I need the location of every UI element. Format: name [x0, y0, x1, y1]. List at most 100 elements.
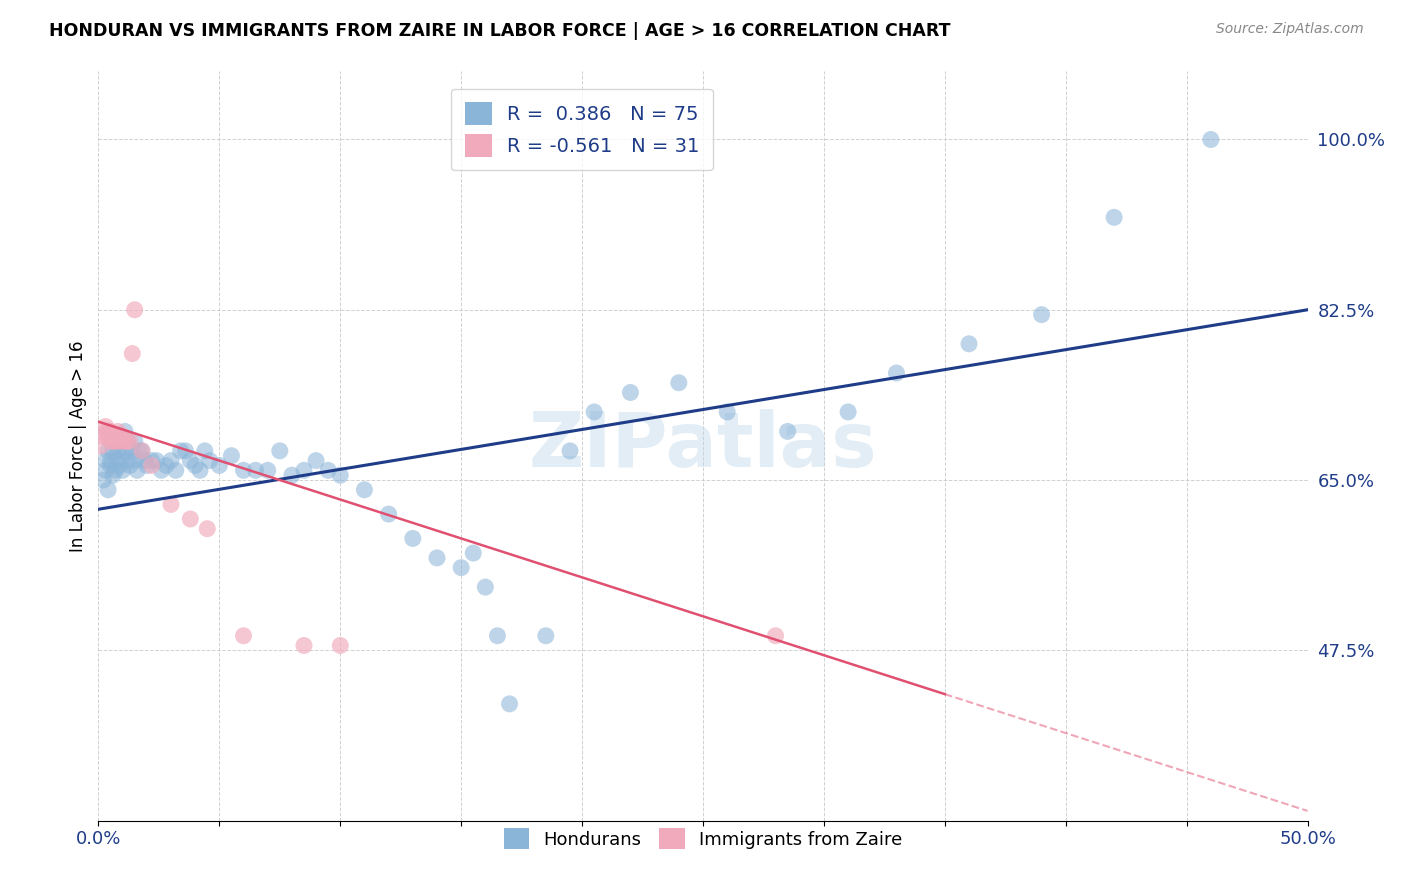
Point — [498, 697, 520, 711]
Point — [141, 453, 163, 467]
Point — [101, 443, 124, 458]
Point — [114, 434, 136, 449]
Point — [256, 463, 278, 477]
Point — [150, 463, 173, 477]
Point — [111, 429, 134, 443]
Point — [124, 302, 146, 317]
Point — [194, 443, 217, 458]
Point — [107, 443, 129, 458]
Point — [1199, 132, 1222, 146]
Point — [160, 453, 183, 467]
Point — [957, 336, 980, 351]
Point — [179, 453, 201, 467]
Point — [101, 468, 124, 483]
Text: ZIPatlas: ZIPatlas — [529, 409, 877, 483]
Point — [111, 443, 134, 458]
Point — [534, 629, 557, 643]
Point — [107, 425, 129, 439]
Point — [124, 453, 146, 467]
Point — [232, 629, 254, 643]
Point — [100, 458, 122, 473]
Point — [101, 429, 124, 443]
Point — [118, 458, 141, 473]
Point — [97, 425, 120, 439]
Point — [127, 463, 149, 477]
Point — [94, 453, 117, 467]
Point — [174, 443, 197, 458]
Point — [208, 458, 231, 473]
Point — [97, 429, 120, 443]
Point — [195, 522, 218, 536]
Point — [97, 443, 120, 458]
Point — [886, 366, 908, 380]
Point — [118, 434, 141, 449]
Point — [188, 463, 211, 477]
Point — [101, 434, 124, 449]
Point — [776, 425, 799, 439]
Point — [169, 443, 191, 458]
Point — [107, 434, 129, 449]
Point — [111, 434, 134, 449]
Text: Source: ZipAtlas.com: Source: ZipAtlas.com — [1216, 22, 1364, 37]
Point — [104, 463, 127, 477]
Point — [100, 434, 122, 449]
Point — [104, 429, 127, 443]
Point — [97, 483, 120, 497]
Point — [619, 385, 641, 400]
Point — [716, 405, 738, 419]
Point — [135, 458, 157, 473]
Point — [463, 546, 485, 560]
Point — [558, 443, 581, 458]
Point — [292, 639, 315, 653]
Point — [114, 425, 136, 439]
Point — [353, 483, 375, 497]
Point — [104, 434, 127, 449]
Point — [91, 473, 114, 487]
Point — [107, 453, 129, 467]
Point — [245, 463, 267, 477]
Point — [165, 463, 187, 477]
Point — [281, 468, 304, 483]
Point — [121, 443, 143, 458]
Point — [198, 453, 221, 467]
Point — [124, 434, 146, 449]
Point — [94, 463, 117, 477]
Point — [450, 560, 472, 574]
Point — [1102, 211, 1125, 225]
Point — [402, 532, 425, 546]
Point — [128, 443, 150, 458]
Point — [108, 429, 131, 443]
Point — [145, 453, 167, 467]
Point — [305, 453, 328, 467]
Point — [1031, 308, 1053, 322]
Point — [114, 443, 136, 458]
Point — [117, 453, 139, 467]
Point — [108, 458, 131, 473]
Point — [117, 434, 139, 449]
Point — [155, 458, 177, 473]
Point — [329, 468, 352, 483]
Point — [221, 449, 243, 463]
Point — [292, 463, 315, 477]
Point — [426, 550, 449, 565]
Point — [94, 419, 117, 434]
Point — [91, 429, 114, 443]
Legend: Hondurans, Immigrants from Zaire: Hondurans, Immigrants from Zaire — [496, 822, 910, 856]
Point — [377, 507, 399, 521]
Point — [131, 443, 153, 458]
Point — [131, 443, 153, 458]
Point — [94, 425, 117, 439]
Text: HONDURAN VS IMMIGRANTS FROM ZAIRE IN LABOR FORCE | AGE > 16 CORRELATION CHART: HONDURAN VS IMMIGRANTS FROM ZAIRE IN LAB… — [49, 22, 950, 40]
Point — [474, 580, 496, 594]
Point — [121, 346, 143, 360]
Point — [837, 405, 859, 419]
Point — [160, 497, 183, 511]
Point — [765, 629, 787, 643]
Point — [90, 439, 112, 453]
Point — [269, 443, 291, 458]
Point — [232, 463, 254, 477]
Point — [179, 512, 201, 526]
Point — [668, 376, 690, 390]
Y-axis label: In Labor Force | Age > 16: In Labor Force | Age > 16 — [69, 340, 87, 552]
Point — [486, 629, 509, 643]
